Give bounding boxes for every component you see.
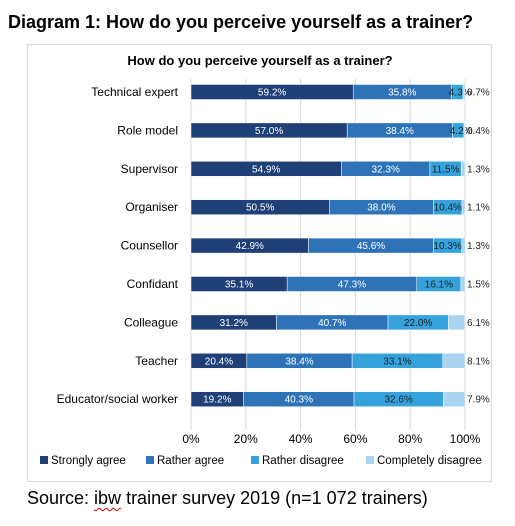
bar-segment [460,276,466,292]
data-label: 47.3% [338,280,366,291]
category-label: Confidant [127,277,179,291]
category-label: Educator/social worker [57,392,178,406]
bar-segment [443,391,466,407]
data-label: 42.9% [236,241,264,252]
legend: Strongly agree Rather agree Rather disagre… [40,455,482,467]
category-label: Teacher [135,354,178,368]
data-label: 40.3% [285,395,313,406]
data-label: 32.3% [371,164,399,175]
data-label: 4.2% [450,126,473,137]
bar-segment [461,199,466,215]
category-label: Role model [117,123,178,137]
data-label: 1.3% [467,164,490,175]
category-labels: Technical expert Role model Supervisor Orga… [57,85,179,406]
data-label: 0.4% [467,126,490,137]
legend-label: Completely disagree [377,455,482,467]
data-label: 19.2% [203,395,231,406]
bar-segment [463,122,466,139]
category-label: Technical expert [91,85,178,99]
data-label: 7.9% [467,395,490,406]
data-label: 31.2% [220,318,248,329]
legend-label: Rather disagree [262,455,344,467]
document-title: Diagram 1: How do you perceive yourself … [8,12,474,32]
data-label: 22.0% [404,318,432,329]
data-label: 6.1% [467,318,490,329]
data-label: 35.1% [225,280,253,291]
bar-segment [461,161,466,177]
data-label: 38.0% [367,203,395,214]
data-label: 4.3% [449,88,472,99]
category-label: Counsellor [121,239,178,253]
data-label: 50.5% [246,203,274,214]
legend-swatch [40,456,48,464]
data-label: 8.1% [467,356,490,367]
bars: 59.2% 35.8% 4.3%0.7% 57.0% 38.4% 4.2%0.4% 54.9… [190,84,490,407]
data-label: 1.5% [467,280,490,291]
data-label: 10.3% [433,241,461,252]
x-tick-label: 100% [450,432,481,446]
legend-label: Strongly agree [51,455,126,467]
data-label: 32.6% [385,395,413,406]
category-label: Colleague [124,315,178,329]
data-label: 1.1% [467,203,490,214]
stacked-bar-chart: How do you perceive yourself as a traine… [40,53,490,467]
data-label: 11.5% [432,164,460,175]
data-label: 38.4% [386,126,414,137]
data-label: 20.4% [205,356,233,367]
x-tick-label: 20% [234,432,258,446]
category-label: Organiser [125,200,178,214]
category-label: Supervisor [121,162,178,176]
source-prefix: Source: [27,488,95,508]
x-tick-label: 80% [398,432,422,446]
x-tick-label: 60% [343,432,367,446]
legend-swatch [146,456,154,464]
data-label: 57.0% [255,126,283,137]
source-rest: trainer survey 2019 (n=1 072 trainers) [121,488,428,508]
legend-swatch [251,456,259,464]
data-label: 1.3% [467,241,490,252]
source-flagged-word: ibw [94,488,122,508]
bar-segment [448,314,466,331]
legend-swatch [366,456,374,464]
x-tick-label: 0% [182,432,200,446]
data-label: 33.1% [383,356,411,367]
data-label: 38.4% [285,356,313,367]
data-label: 10.4% [434,203,462,214]
source-note: Source: ibw trainer survey 2019 (n=1 072… [27,488,428,509]
data-label: 40.7% [318,318,346,329]
x-tick-label: 40% [289,432,313,446]
bar-segment [461,237,466,254]
data-label: 16.1% [425,280,453,291]
data-label: 59.2% [258,88,286,99]
data-label: 35.8% [388,88,416,99]
data-label: 0.7% [467,88,490,99]
chart-title: How do you perceive yourself as a traine… [127,53,392,68]
data-label: 45.6% [357,241,385,252]
chart-frame: How do you perceive yourself as a traine… [27,44,492,482]
bar-segment [462,84,466,100]
bar-segment [442,353,466,369]
data-label: 54.9% [252,164,280,175]
x-axis: 0% 20% 40% 60% 80% 100% [182,432,480,446]
legend-label: Rather agree [157,455,224,467]
